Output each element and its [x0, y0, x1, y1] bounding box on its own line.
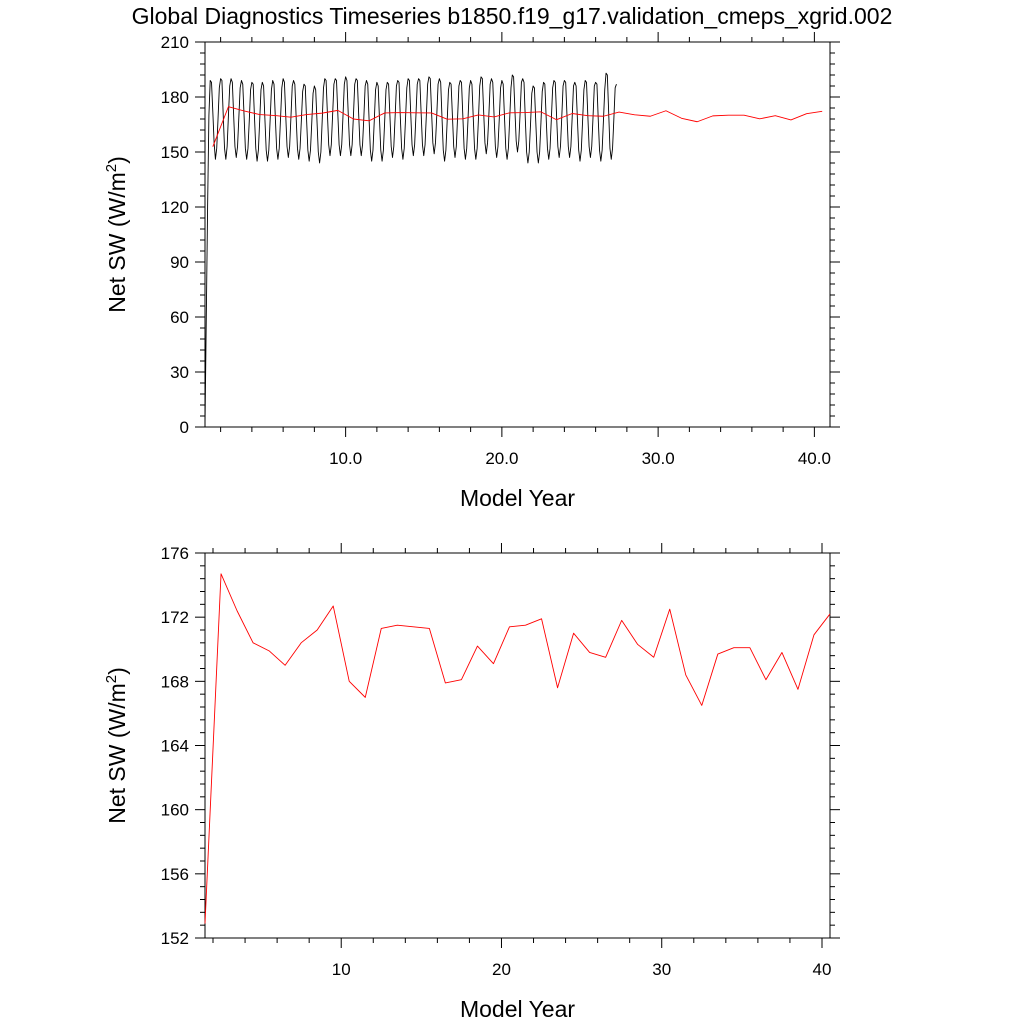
y-axis-label-superscript: 2 — [103, 675, 120, 683]
y-tick-label: 180 — [161, 88, 189, 107]
annual-series-line — [204, 573, 831, 924]
y-tick-label: 150 — [161, 143, 189, 162]
x-tick-label: 30 — [652, 960, 671, 979]
annual-series-line — [212, 106, 823, 147]
y-tick-label: 152 — [161, 929, 189, 948]
y-axis-label-superscript: 2 — [103, 164, 120, 172]
x-tick-label: 10 — [332, 960, 351, 979]
bottom-panel: 152 156 160 164 168 172 176 10 20 30 40 Model Year N… — [103, 543, 840, 1022]
y-tick-label: 30 — [170, 363, 189, 382]
monthly-series-line — [204, 72, 617, 426]
y-tick-label: 164 — [161, 737, 189, 756]
top-panel: 0 30 60 90 120 150 180 210 10.0 20.0 30.0 40.0 Model… — [103, 32, 840, 511]
y-tick-label: 168 — [161, 672, 189, 691]
y-tick-label: 210 — [161, 33, 189, 52]
y-axis-label: Net SW (W/m2) — [103, 667, 130, 824]
x-tick-label: 20 — [492, 960, 511, 979]
x-tick-label: 40 — [813, 960, 832, 979]
x-tick-label: 10.0 — [329, 449, 362, 468]
y-tick-label: 90 — [170, 253, 189, 272]
x-tick-label: 40.0 — [798, 449, 831, 468]
y-tick-label: 120 — [161, 198, 189, 217]
chart-title: Global Diagnostics Timeseries b1850.f19_… — [132, 3, 893, 29]
y-axis-label-main: Net SW (W/m — [104, 683, 130, 824]
x-axis-label: Model Year — [460, 485, 575, 511]
y-tick-label: 156 — [161, 865, 189, 884]
y-tick-label: 172 — [161, 608, 189, 627]
plot-frame — [204, 41, 831, 428]
x-tick-label: 30.0 — [642, 449, 675, 468]
y-tick-label: 0 — [180, 418, 189, 437]
y-axis-label-end: ) — [104, 156, 130, 164]
y-axis-label: Net SW (W/m2) — [103, 156, 130, 313]
y-tick-label: 176 — [161, 544, 189, 563]
y-axis-label-end: ) — [104, 667, 130, 675]
x-axis-label: Model Year — [460, 996, 575, 1022]
y-axis-label-main: Net SW (W/m — [104, 172, 130, 313]
plot-frame — [204, 552, 831, 939]
y-tick-label: 60 — [170, 308, 189, 327]
y-tick-label: 160 — [161, 801, 189, 820]
x-tick-label: 20.0 — [485, 449, 518, 468]
